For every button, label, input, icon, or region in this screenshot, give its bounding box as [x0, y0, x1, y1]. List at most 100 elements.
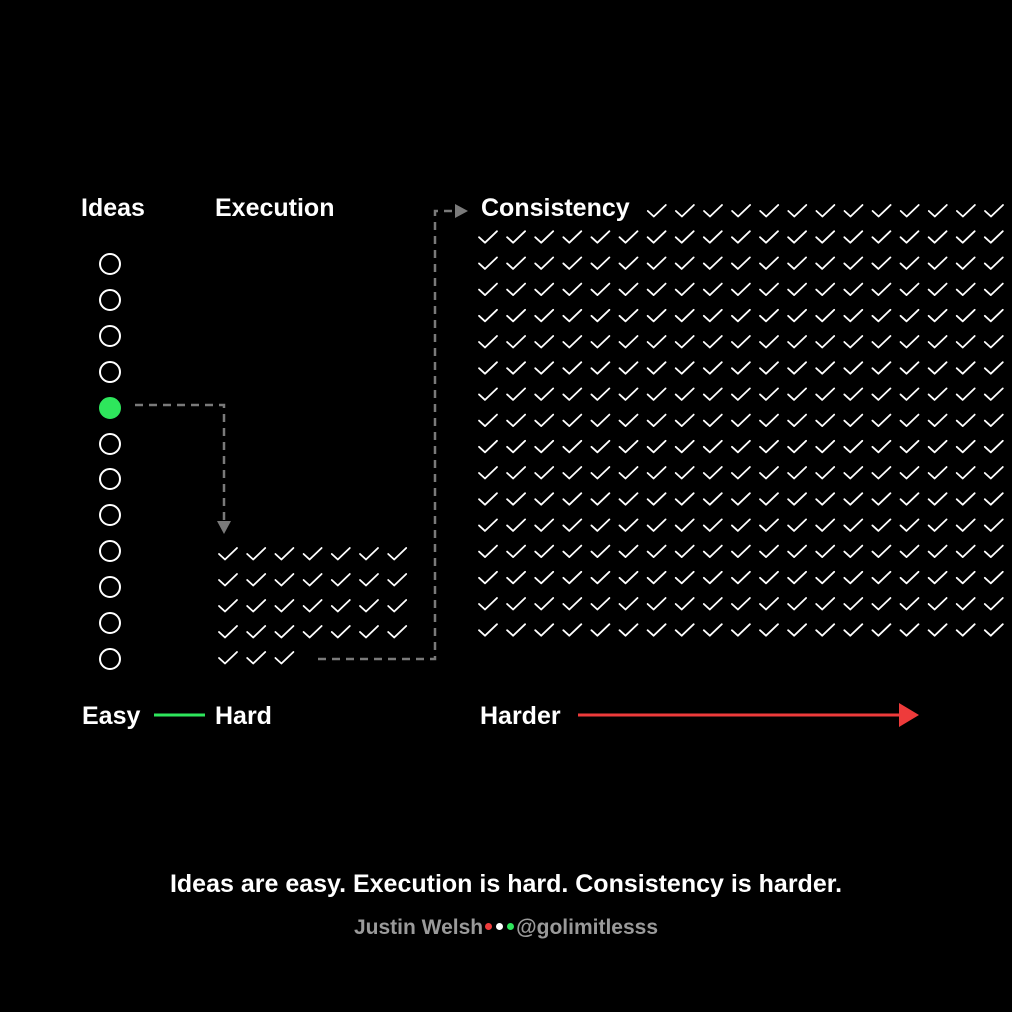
consistency-check-icon — [618, 597, 639, 611]
consistency-check-icon — [590, 256, 611, 270]
consistency-check-icon — [590, 544, 611, 558]
consistency-check-icon — [815, 204, 836, 218]
execution-check-icon — [218, 599, 238, 613]
consistency-check-icon — [646, 335, 667, 349]
consistency-check-icon — [702, 361, 723, 375]
consistency-check-icon — [478, 361, 498, 375]
consistency-check-icon — [983, 230, 1004, 244]
consistency-check-icon — [534, 256, 555, 270]
consistency-check-icon — [618, 544, 639, 558]
consistency-check-icon — [983, 361, 1004, 375]
consistency-check-icon — [955, 623, 976, 637]
consistency-check-icon — [731, 204, 751, 218]
consistency-check-icon — [871, 439, 892, 454]
consistency-check-icon — [674, 361, 695, 375]
consistency-check-icon — [955, 466, 976, 480]
consistency-check-icon — [562, 387, 583, 401]
execution-check-icon — [274, 547, 295, 561]
consistency-check-icon — [702, 256, 723, 270]
consistency-check-icon — [674, 492, 695, 506]
consistency-check-icon — [843, 413, 864, 427]
consistency-check-icon — [674, 439, 695, 454]
consistency-check-icon — [955, 308, 976, 323]
consistency-check-icon — [871, 256, 892, 270]
consistency-check-icon — [983, 308, 1004, 323]
consistency-check-icon — [787, 204, 808, 218]
consistency-check-icon — [702, 570, 723, 585]
consistency-check-icon — [984, 204, 1004, 218]
consistency-check-icon — [674, 413, 695, 427]
consistency-check-icon — [815, 413, 836, 427]
consistency-check-icon — [983, 597, 1004, 611]
ideas-to-execution-connector — [135, 403, 226, 522]
consistency-check-icon — [899, 466, 920, 480]
consistency-check-icon — [899, 387, 920, 401]
consistency-check-icon — [927, 413, 948, 427]
consistency-check-icon — [618, 256, 639, 270]
consistency-check-icon — [534, 492, 555, 506]
consistency-check-icon — [983, 256, 1004, 270]
consistency-check-icon — [534, 361, 555, 375]
author-handle: @golimitlesss — [516, 916, 658, 939]
execution-check-icon — [359, 573, 379, 587]
consistency-check-icon — [927, 282, 948, 296]
consistency-check-icon — [787, 413, 807, 427]
consistency-check-icon — [731, 413, 751, 427]
consistency-check-icon — [618, 413, 639, 427]
consistency-check-icon — [731, 230, 751, 244]
consistency-check-icon — [702, 544, 723, 558]
consistency-check-icon — [646, 518, 667, 532]
consistency-check-icon — [646, 544, 667, 558]
consistency-check-icon — [506, 361, 526, 375]
consistency-check-icon — [927, 466, 948, 480]
consistency-check-icon — [506, 492, 526, 506]
execution-check-icon — [246, 599, 267, 613]
consistency-check-icon — [843, 230, 864, 244]
consistency-check-icon — [618, 492, 639, 506]
consistency-check-icon — [506, 413, 526, 427]
consistency-check-icon — [759, 387, 779, 401]
consistency-check-icon — [759, 413, 779, 427]
consistency-check-icon — [871, 308, 892, 323]
consistency-check-icon — [702, 439, 723, 454]
consistency-check-icon — [590, 570, 611, 585]
execution-header: Execution — [215, 194, 335, 222]
consistency-check-icon — [955, 439, 976, 454]
consistency-check-icon — [983, 492, 1004, 506]
consistency-check-icon — [871, 570, 892, 585]
consistency-check-icon — [562, 413, 583, 427]
consistency-check-icon — [759, 518, 779, 532]
consistency-check-icon — [815, 544, 836, 558]
consistency-check-icon — [590, 466, 611, 480]
consistency-check-icon — [702, 466, 723, 480]
consistency-check-icon — [646, 623, 667, 637]
consistency-check-icon — [955, 413, 976, 427]
consistency-check-icon — [899, 335, 920, 349]
execution-check-icon — [246, 547, 267, 561]
consistency-check-icon — [927, 308, 948, 323]
execution-to-consistency-arrowhead — [455, 204, 468, 218]
consistency-check-icon — [562, 492, 583, 506]
consistency-check-icon — [646, 230, 667, 244]
consistency-check-icon — [843, 597, 864, 611]
consistency-check-icon — [955, 387, 976, 401]
consistency-check-icon — [759, 282, 779, 296]
consistency-check-icon — [871, 204, 892, 218]
consistency-check-icon — [534, 282, 555, 296]
consistency-check-icon — [759, 492, 779, 506]
consistency-check-icon — [562, 361, 583, 375]
consistency-check-icon — [590, 335, 611, 349]
execution-check-icon — [302, 625, 323, 639]
consistency-check-icon — [843, 335, 864, 349]
execution-check-icon — [302, 547, 323, 561]
consistency-check-icon — [759, 570, 779, 585]
consistency-check-icon — [562, 282, 583, 296]
consistency-check-icon — [731, 256, 751, 270]
consistency-check-icon — [899, 518, 920, 532]
execution-check-icon — [274, 599, 295, 613]
consistency-check-icon — [787, 597, 807, 611]
consistency-check-icon — [478, 570, 498, 585]
consistency-check-icon — [871, 361, 892, 375]
consistency-check-icon — [618, 623, 639, 637]
red-dot-icon — [485, 922, 493, 930]
